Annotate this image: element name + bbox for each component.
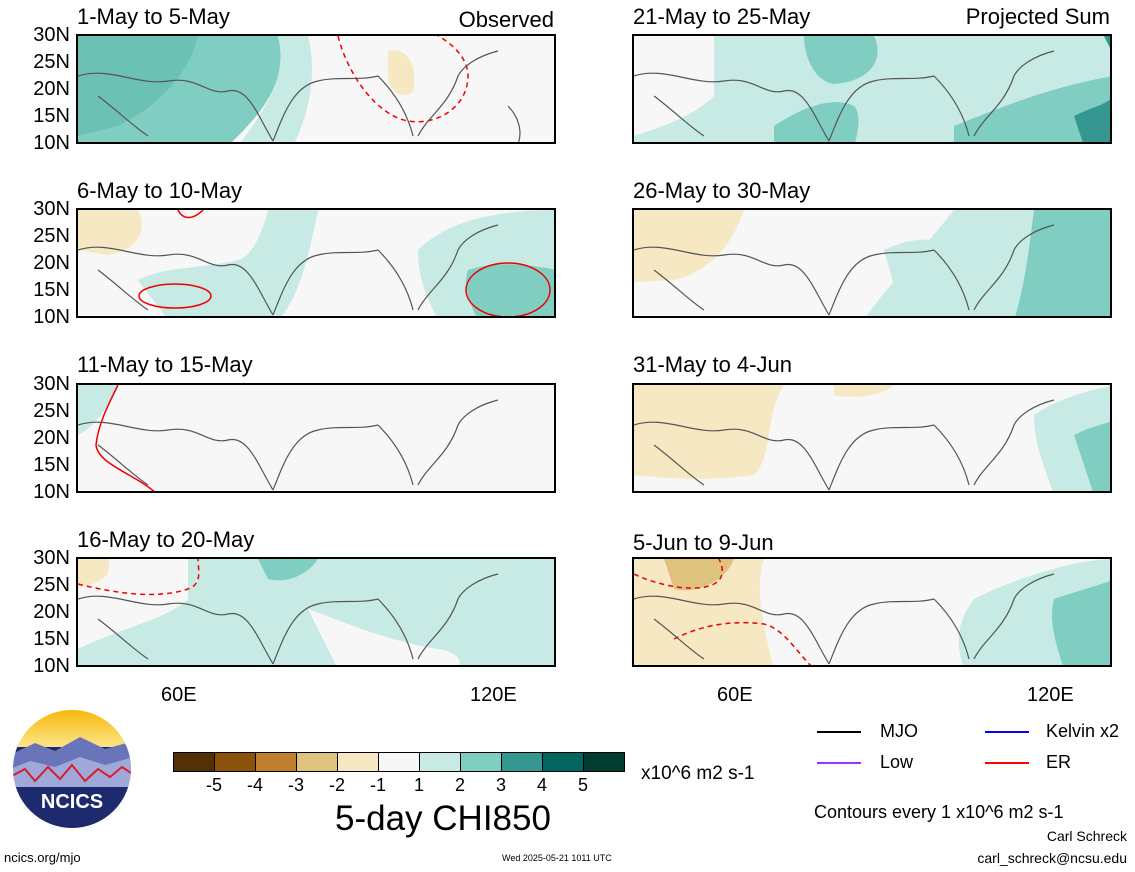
lon-label: 120E: [1027, 684, 1074, 706]
email: carl_schreck@ncsu.edu: [977, 850, 1127, 866]
lat-label: 15N: [33, 279, 70, 301]
colorbar-tick-label: -2: [328, 775, 345, 795]
panel-title: 5-Jun to 9-Jun: [633, 530, 774, 555]
colorbar-cell: [583, 752, 625, 772]
mjo-line-swatch: [817, 731, 861, 733]
legend-label: ER: [1046, 752, 1072, 772]
legend-label: Kelvin x2: [1046, 721, 1120, 741]
lat-label: 10N: [33, 306, 70, 328]
colorbar-cell: [419, 752, 461, 772]
logo-text: NCICS: [40, 791, 104, 813]
panel-title: 31-May to 4-Jun: [633, 352, 792, 377]
lat-label: 25N: [33, 400, 70, 422]
map-panel: [632, 208, 1112, 318]
lat-label: 25N: [33, 225, 70, 247]
colorbar-cell: [542, 752, 584, 772]
lon-label: 60E: [161, 684, 197, 706]
colorbar-tick-label: 1: [413, 775, 424, 795]
lat-label: 10N: [33, 481, 70, 503]
colorbar-cell: [337, 752, 379, 772]
colorbar-cell: [214, 752, 256, 772]
observed-label: Observed: [458, 7, 554, 32]
map-panel: [76, 557, 556, 667]
colorbar-cell: [501, 752, 543, 772]
kelvin-line-swatch: [985, 731, 1029, 733]
map-panel: [76, 34, 556, 144]
lat-label: 15N: [33, 454, 70, 476]
lat-label: 30N: [33, 198, 70, 220]
lat-label: 20N: [33, 427, 70, 449]
colorbar-cell: [460, 752, 502, 772]
legend-label: Low: [880, 752, 914, 772]
er-line-swatch: [985, 762, 1029, 764]
panel-title: 1-May to 5-May: [77, 4, 230, 29]
author: Carl Schreck: [1046, 828, 1127, 844]
lat-label: 30N: [33, 547, 70, 569]
lat-label: 30N: [33, 24, 70, 46]
panel-title: 11-May to 15-May: [77, 352, 253, 377]
lat-label: 15N: [33, 628, 70, 650]
map-panel: [76, 383, 556, 493]
map-panel: [76, 208, 556, 318]
lat-label: 30N: [33, 373, 70, 395]
contour-note: Contours every 1 x10^6 m2 s-1: [814, 802, 1064, 822]
colorbar-tick-label: 3: [495, 775, 506, 795]
map-panel: [632, 383, 1112, 493]
map-panel: [632, 34, 1112, 144]
panel-title: 6-May to 10-May: [77, 178, 243, 203]
map-panel: [632, 557, 1112, 667]
colorbar-cell: [173, 752, 215, 772]
colorbar-cell: [296, 752, 338, 772]
panel-title: 16-May to 20-May: [77, 527, 255, 552]
colorbar-cell: [378, 752, 420, 772]
colorbar-tick-label: -1: [369, 775, 386, 795]
colorbar-tick-label: 2: [454, 775, 465, 795]
legend-label: MJO: [880, 721, 918, 741]
colorbar-cell: [255, 752, 297, 772]
timestamp: Wed 2025-05-21 1011 UTC: [502, 853, 612, 863]
colorbar-units: x10^6 m2 s-1: [641, 763, 755, 784]
colorbar-title: 5-day CHI850: [335, 799, 551, 838]
lat-label: 20N: [33, 601, 70, 623]
colorbar-tick-label: -4: [246, 775, 263, 795]
colorbar-tick-label: -5: [205, 775, 222, 795]
colorbar-tick-label: 4: [536, 775, 547, 795]
lon-label: 60E: [717, 684, 753, 706]
panel-title: 21-May to 25-May: [633, 4, 811, 29]
site-link[interactable]: ncics.org/mjo: [4, 850, 81, 865]
colorbar-tick-label: 5: [577, 775, 588, 795]
lat-label: 25N: [33, 574, 70, 596]
panel-title: 26-May to 30-May: [633, 178, 811, 203]
lat-label: 25N: [33, 51, 70, 73]
lat-label: 10N: [33, 655, 70, 677]
low-line-swatch: [817, 762, 861, 764]
lat-label: 15N: [33, 105, 70, 127]
lon-label: 120E: [470, 684, 517, 706]
lat-label: 20N: [33, 78, 70, 100]
projected-sum-label: Projected Sum: [965, 4, 1110, 29]
lat-label: 20N: [33, 252, 70, 274]
colorbar-tick-label: -3: [287, 775, 304, 795]
ncics-logo: NCICS: [10, 707, 134, 831]
lat-label: 10N: [33, 132, 70, 154]
